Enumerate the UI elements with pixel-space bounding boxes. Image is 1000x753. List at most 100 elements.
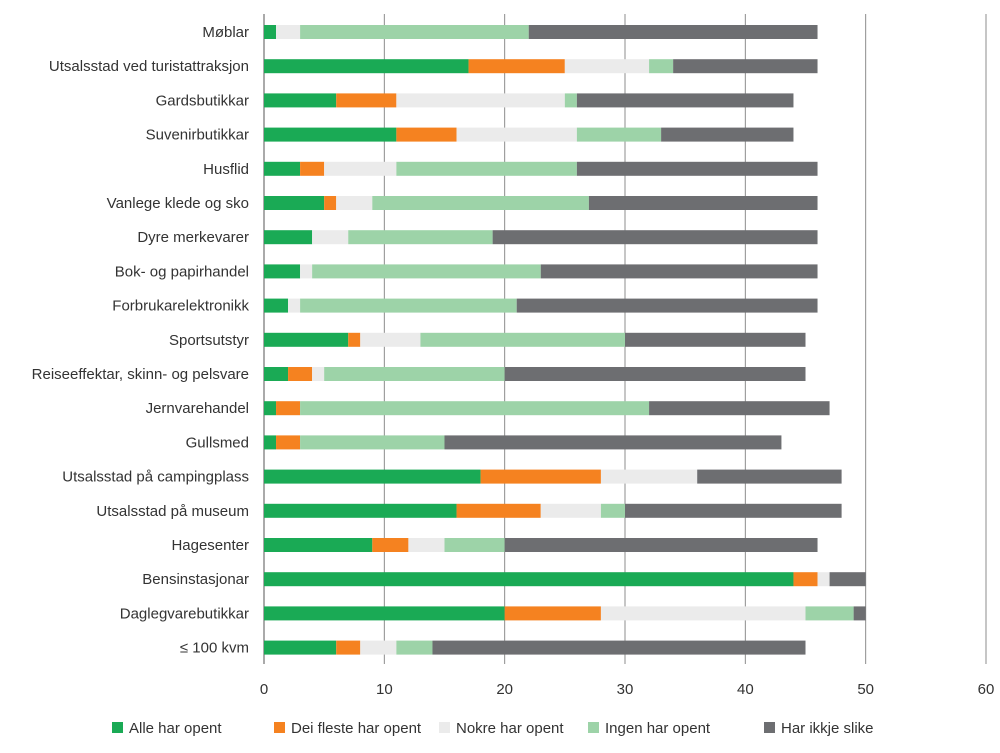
bar-segment — [300, 298, 517, 313]
legend-label: Har ikkje slike — [781, 720, 874, 737]
bar-segment — [348, 230, 493, 245]
bar-segment — [264, 503, 457, 518]
bar-segment — [600, 503, 625, 518]
bar-segment — [480, 469, 601, 484]
legend-item: Nokre har opent — [439, 720, 564, 737]
bar-segment — [264, 161, 301, 176]
bar-segment — [576, 127, 662, 142]
bar-segment — [276, 25, 301, 39]
bar-segment — [288, 367, 313, 381]
bar-segment — [336, 196, 373, 210]
bar-segment — [468, 59, 565, 74]
bar-segment — [348, 332, 361, 347]
legend-swatch — [588, 722, 599, 733]
category-label: Suvenirbutikkar — [146, 127, 249, 144]
bar-segment — [300, 161, 325, 176]
bar-segment — [697, 469, 842, 484]
category-labels: Møblar Utsalsstad ved turistattraksjon Gar… — [32, 24, 250, 657]
bar-segment — [456, 503, 541, 518]
bar-segment — [576, 93, 794, 108]
bar-segment — [276, 435, 301, 450]
bar-segment — [264, 640, 337, 655]
bar-segment — [564, 59, 650, 74]
bar-segment — [504, 538, 818, 552]
bar-segment — [625, 332, 806, 347]
category-label: Bok- og papirhandel — [115, 263, 249, 280]
legend-swatch — [274, 722, 285, 733]
bar-segment — [264, 367, 289, 381]
bar-segment — [576, 161, 818, 176]
bar-segment — [673, 59, 818, 74]
bar-segment — [625, 503, 842, 518]
bar-segment — [661, 127, 794, 142]
bar-segment — [300, 264, 313, 279]
bar-segment — [360, 640, 397, 655]
legend-label: Ingen har opent — [605, 720, 711, 737]
bar-segment — [649, 401, 830, 416]
category-label: Bensinstasjonar — [142, 571, 249, 588]
category-label: Husflid — [203, 161, 249, 178]
bar-segment — [600, 606, 806, 621]
category-label: Utsalsstad på campingplass — [62, 469, 249, 486]
legend-item: Har ikkje slike — [764, 720, 874, 737]
x-tick-label: 0 — [260, 681, 268, 698]
bar-segment — [649, 59, 674, 74]
bar-segment — [444, 435, 782, 450]
category-label: Jernvarehandel — [146, 400, 249, 417]
category-label: Reiseeffektar, skinn- og pelsvare — [32, 366, 249, 383]
category-label: Vanlege klede og sko — [107, 195, 249, 212]
bar-segment — [300, 401, 650, 416]
bar-segment — [264, 127, 397, 142]
bar-segment — [396, 640, 433, 655]
bar-segment — [336, 93, 397, 108]
bar-segment — [396, 127, 457, 142]
legend-item: Alle har opent — [112, 720, 222, 737]
bar-segment — [528, 25, 818, 39]
bar-segment — [805, 606, 854, 621]
bar-segment — [264, 230, 313, 245]
bar-segment — [396, 93, 565, 108]
category-label: ≤ 100 kvm — [180, 640, 249, 657]
x-tick-label: 60 — [978, 681, 995, 698]
bar-segment — [372, 538, 409, 552]
bar-segment — [324, 161, 397, 176]
bar-segment — [264, 196, 325, 210]
bar-segment — [492, 230, 818, 245]
legend-swatch — [764, 722, 775, 733]
x-tick-label: 10 — [376, 681, 393, 698]
category-label: Utsalsstad ved turistattraksjon — [49, 58, 249, 75]
legend: Alle har opent Dei fleste har opent Nokre … — [112, 720, 874, 737]
bar-segment — [264, 435, 277, 450]
bar-segment — [264, 59, 469, 74]
bar-segment — [264, 606, 505, 621]
bar-segment — [264, 469, 481, 484]
bar-segment — [408, 538, 445, 552]
legend-swatch — [112, 722, 123, 733]
bar-segment — [300, 435, 445, 450]
category-label: Hagesenter — [171, 537, 249, 554]
bar-segment — [312, 367, 325, 381]
bar-segment — [504, 606, 601, 621]
bar-segment — [264, 93, 337, 108]
bar-segment — [336, 640, 361, 655]
bar-segment — [456, 127, 577, 142]
bar-segment — [264, 264, 301, 279]
category-label: Utsalsstad på museum — [96, 503, 249, 520]
bar-segment — [504, 367, 806, 381]
x-tick-label: 50 — [857, 681, 874, 698]
bar-segment — [420, 332, 625, 347]
bar-segment — [264, 572, 794, 587]
bar-segment — [324, 367, 505, 381]
bar-segment — [288, 298, 301, 313]
category-label: Gullsmed — [186, 434, 249, 451]
bar-segment — [360, 332, 421, 347]
bar-segment — [588, 196, 818, 210]
category-label: Daglegvarebutikkar — [120, 605, 249, 622]
bar-segment — [516, 298, 818, 313]
bar-segment — [432, 640, 806, 655]
bar-segment — [264, 332, 349, 347]
legend-label: Dei fleste har opent — [291, 720, 422, 737]
category-label: Dyre merkevarer — [137, 229, 249, 246]
x-tick-label: 20 — [496, 681, 513, 698]
